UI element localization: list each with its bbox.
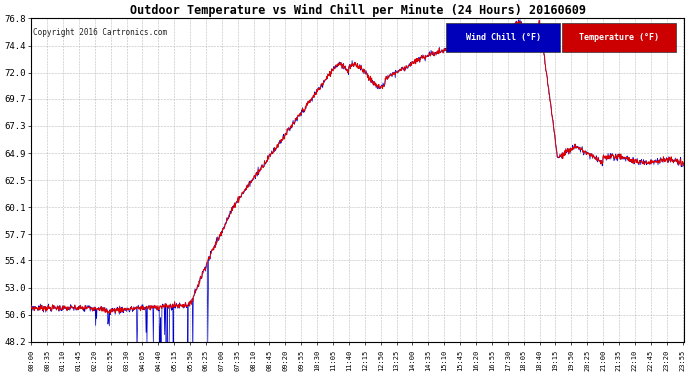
FancyBboxPatch shape <box>562 23 676 52</box>
FancyBboxPatch shape <box>446 23 560 52</box>
Text: Wind Chill (°F): Wind Chill (°F) <box>466 33 540 42</box>
Text: Copyright 2016 Cartronics.com: Copyright 2016 Cartronics.com <box>32 28 167 37</box>
Text: Temperature (°F): Temperature (°F) <box>579 33 659 42</box>
Title: Outdoor Temperature vs Wind Chill per Minute (24 Hours) 20160609: Outdoor Temperature vs Wind Chill per Mi… <box>130 4 586 17</box>
